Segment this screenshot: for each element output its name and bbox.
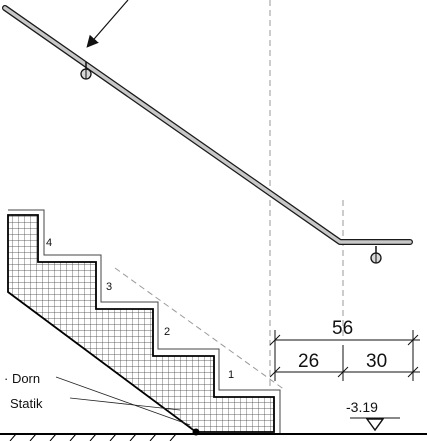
step-number-2: 2 [164,326,170,338]
label-leader-dorn [55,376,191,426]
handrail [2,5,413,245]
step-number-3: 3 [106,281,112,293]
stair-finish-outline [8,209,281,433]
dashed-slope-line [114,267,286,391]
dimension-right: 30 [366,351,387,372]
dowel-point [192,428,200,436]
label-dorn: · Dorn [4,371,40,386]
handrail-bracket-upper [80,62,92,80]
dimension-left: 26 [298,351,319,372]
handrail-bracket-lower [370,246,382,264]
step-number-4: 4 [46,237,52,249]
level-value: -3.19 [346,399,378,415]
leader-arrow [86,0,129,48]
step-number-1: 1 [228,369,234,381]
dimension-chain [269,330,420,381]
dimension-total: 56 [332,318,353,339]
level-marker [350,417,400,432]
ground-line [0,433,427,441]
label-leader-statik [69,397,181,411]
label-statik: Statik [10,396,43,411]
